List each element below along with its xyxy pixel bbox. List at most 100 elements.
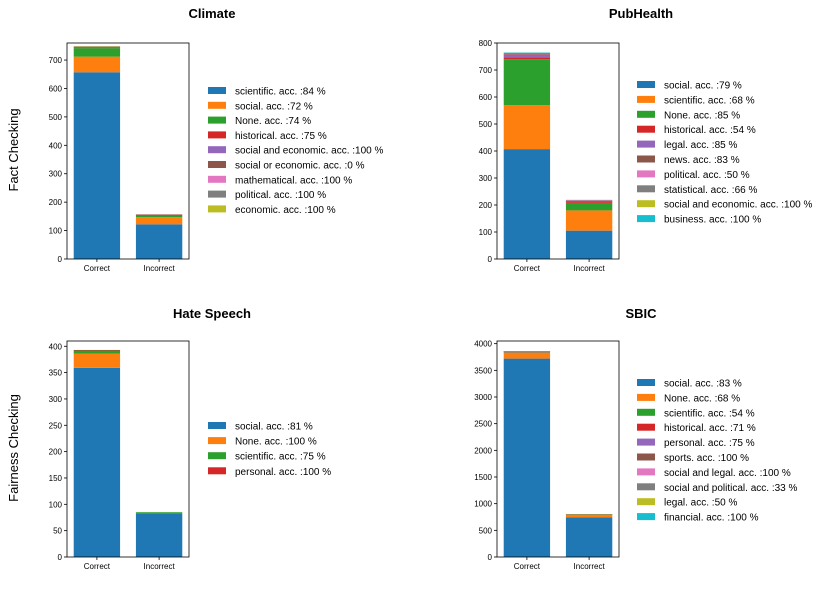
bar-correct-series-3 [503,57,551,60]
bar-correct-series-0 [73,367,121,557]
legend-swatch [208,146,226,154]
legend-swatch [208,131,226,139]
legend-swatch [208,87,226,94]
legend-swatch [637,498,655,506]
legend-label: personal. acc. :75 % [664,438,755,449]
legend-label: social or economic. acc. :0 % [235,161,365,172]
legend-label: scientific. acc. :75 % [235,452,326,463]
legend-swatch [208,422,226,429]
x-tick-label: Correct [84,264,111,273]
legend-label: historical. acc. :54 % [664,125,756,136]
legend-label: social and economic. acc. :100 % [235,146,384,157]
legend-label: political. acc. :100 % [235,190,326,201]
y-tick-label: 400 [479,147,493,156]
bar-incorrect-series-1 [135,217,183,225]
legend-swatch [637,170,655,178]
plot-frame [496,42,620,260]
bar-incorrect-series-1 [565,210,613,231]
bar-correct-series-2 [503,59,551,106]
bar-correct-series-0 [503,149,551,259]
legend-swatch [637,140,655,148]
y-tick-label: 100 [479,228,493,237]
legend-swatch [637,185,655,193]
legend-swatch [637,408,655,416]
legend-swatch [637,125,655,133]
bar-correct-series-0 [503,358,551,557]
legend-swatch [208,175,226,183]
bar-incorrect-series-0 [135,513,183,557]
row-label-fact-checking: Fact Checking [6,108,21,191]
y-tick-label: 500 [479,526,493,535]
y-tick-label: 300 [479,174,493,183]
legend-label: financial. acc. :100 % [664,513,759,524]
y-tick-label: 700 [49,56,63,65]
bar-incorrect-series-2 [565,202,613,211]
bar-correct-series-1 [73,56,121,73]
bar-correct-series-1 [503,352,551,359]
plot-frame [66,42,190,260]
y-tick-label: 200 [49,448,63,457]
legend-swatch [637,379,655,386]
legend-swatch [208,467,226,475]
chart-sbic: SBIC Correct Incorrect 0 500 1000 1500 2000 2500… [474,306,797,571]
x-tick-label: Incorrect [144,562,176,571]
bar-correct-series-3 [73,349,121,351]
x-tick-label: Incorrect [574,264,606,273]
legend-swatch [637,81,655,88]
legend-label: None. acc. :74 % [235,116,311,127]
legend: scientific. acc. :84 % social. acc. :72 %… [208,87,384,216]
y-tick-label: 2500 [474,420,492,429]
bar-incorrect-series-1 [565,514,613,518]
chart-pubhealth: PubHealth Correct Incorrect 0 100 200 300 400 50… [479,6,813,273]
y-tick-label: 500 [49,113,63,122]
bar-correct-series-7 [503,52,551,55]
legend-label: business. acc. :100 % [664,215,761,226]
y-tick-label: 0 [58,255,63,264]
bar-correct-series-1 [503,105,551,150]
bar-incorrect-series-7 [565,199,613,201]
legend-label: historical. acc. :71 % [664,423,756,434]
y-tick-label: 800 [479,39,493,48]
legend-label: None. acc. :68 % [664,393,740,404]
bar-incorrect-series-0 [135,224,183,259]
bar-incorrect-series-0 [565,517,613,557]
legend-label: None. acc. :85 % [664,110,740,121]
legend-swatch [637,438,655,446]
legend-label: scientific. acc. :68 % [664,95,755,106]
chart-climate: Climate Correct Incorrect 0 100 200 300 400 500 6… [49,6,384,273]
legend-swatch [208,437,226,445]
y-tick-label: 600 [49,84,63,93]
y-tick-label: 0 [488,255,493,264]
bar-correct-series-2 [73,350,121,354]
bar-correct-series-3 [73,47,121,49]
bar-correct-series-3 [503,351,551,353]
legend-label: social. acc. :79 % [664,81,742,92]
legend-label: social and political. acc. :33 % [664,483,798,494]
x-tick-label: Correct [84,562,111,571]
y-tick-label: 0 [488,553,493,562]
legend-label: legal. acc. :85 % [664,140,737,151]
bar-correct-series-1 [73,353,121,368]
bar-incorrect-series-2 [135,512,183,514]
plot-frame [496,340,620,558]
legend-swatch [208,116,226,124]
legend-label: scientific. acc. :54 % [664,408,755,419]
y-tick-label: 50 [53,527,62,536]
legend-swatch [637,468,655,476]
legend-swatch [208,452,226,460]
legend-label: news. acc. :83 % [664,155,740,166]
y-tick-label: 150 [49,474,63,483]
y-tick-label: 1500 [474,473,492,482]
y-tick-label: 1000 [474,500,492,509]
legend: social. acc. :83 % None. acc. :68 % scient… [637,379,798,524]
y-tick-label: 100 [49,227,63,236]
legend-label: personal. acc. :100 % [235,467,331,478]
legend-label: economic. acc. :100 % [235,205,336,216]
legend-swatch [637,95,655,103]
bar-incorrect-series-0 [565,230,613,259]
legend-label: social and economic. acc. :100 % [664,200,813,211]
legend: social. acc. :79 % scientific. acc. :68 %… [637,81,813,226]
y-tick-label: 300 [49,170,63,179]
